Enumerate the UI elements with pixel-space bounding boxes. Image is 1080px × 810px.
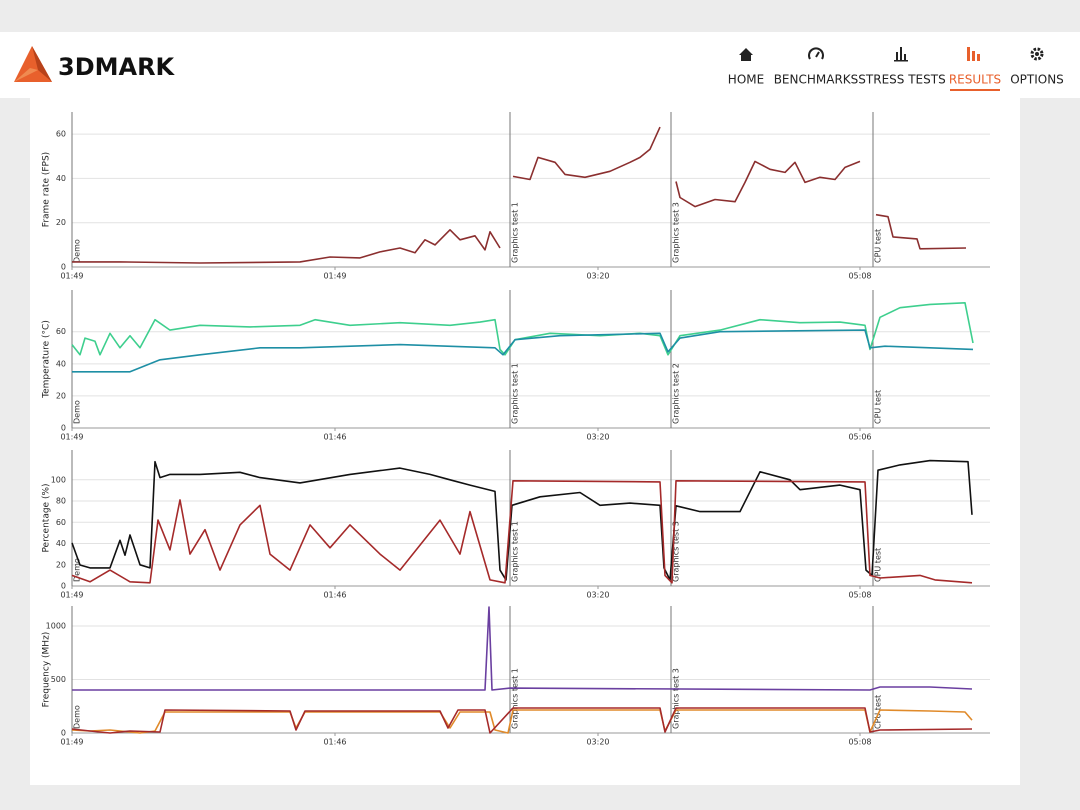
series-line [72, 606, 973, 691]
x-tick-label: 05:08 [848, 738, 871, 747]
section-label: Graphics test 1 [511, 521, 520, 582]
y-axis-label: Percentage (%) [42, 483, 52, 552]
section-label: CPU test [874, 548, 883, 582]
gauge-icon [815, 51, 820, 58]
y-tick-label: 40 [56, 359, 66, 368]
y-tick-label: 100 [51, 475, 66, 484]
section-label: CPU test [874, 229, 883, 263]
results-icon [967, 47, 980, 61]
x-tick-label: 05:06 [848, 433, 871, 442]
series-line [72, 126, 967, 264]
results-panel [30, 98, 1020, 785]
logo-text: 3DMARK [58, 53, 176, 81]
y-tick-label: 60 [56, 518, 66, 527]
y-tick-label: 80 [56, 497, 66, 506]
section-label: Graphics test 3 [672, 668, 681, 729]
y-tick-label: 60 [56, 130, 66, 139]
logo-mark [32, 46, 52, 82]
section-label: Graphics test 1 [511, 202, 520, 263]
y-tick-label: 0 [61, 263, 66, 272]
nav: HOME BENCHMARKS STRESS TESTS RESULTS OPTIONS [728, 73, 1064, 91]
y-tick-label: 20 [56, 218, 66, 227]
section-label: Demo [73, 239, 82, 263]
section-label: CPU test [874, 695, 883, 729]
options-icon [1030, 47, 1044, 61]
y-tick-label: 20 [56, 560, 66, 569]
y-tick-label: 500 [51, 675, 66, 684]
y-tick-label: 0 [61, 729, 66, 738]
section-label: Graphics test 3 [672, 521, 681, 582]
y-tick-label: 1000 [46, 622, 66, 631]
section-label: Graphics test 1 [511, 363, 520, 424]
x-tick-label: 03:20 [586, 591, 609, 600]
section-label: Graphics test 2 [672, 363, 681, 424]
x-tick-label: 05:08 [848, 272, 871, 281]
x-tick-label: 05:08 [848, 591, 871, 600]
logo[interactable]: 3DMARK [14, 46, 176, 82]
logo-mark [14, 68, 38, 82]
series-line [72, 329, 974, 373]
section-label: CPU test [874, 390, 883, 424]
x-tick-label: 01:46 [323, 591, 346, 600]
x-tick-label: 01:46 [323, 738, 346, 747]
y-tick-label: 40 [56, 539, 66, 548]
series-line [71, 707, 973, 734]
x-tick-label: 01:49 [60, 272, 83, 281]
gauge-icon [808, 47, 824, 60]
x-tick-label: 01:46 [323, 433, 346, 442]
y-tick-label: 20 [56, 391, 66, 400]
x-tick-label: 01:49 [60, 738, 83, 747]
nav-active-underline [950, 89, 1000, 91]
nav-item[interactable]: HOME [728, 73, 764, 87]
y-tick-label: 60 [56, 327, 66, 336]
section-label: Demo [73, 400, 82, 424]
y-axis-label: Frequency (MHz) [42, 632, 52, 708]
y-tick-label: 0 [61, 582, 66, 591]
x-tick-label: 03:20 [586, 738, 609, 747]
top-bar [0, 32, 1080, 98]
section-label: Demo [73, 558, 82, 582]
nav-item[interactable]: OPTIONS [1010, 73, 1064, 87]
y-tick-label: 0 [61, 424, 66, 433]
x-tick-label: 01:49 [60, 433, 83, 442]
nav-item[interactable]: BENCHMARKS [774, 73, 859, 87]
nav-item[interactable]: RESULTS [949, 73, 1001, 87]
series-line [71, 480, 973, 584]
nav-icons [739, 47, 1044, 62]
nav-item[interactable]: STRESS TESTS [858, 73, 945, 87]
x-tick-label: 03:20 [586, 272, 609, 281]
series-line [71, 459, 973, 581]
y-axis-label: Frame rate (FPS) [42, 152, 52, 227]
y-axis-label: Temperature (°C) [42, 320, 52, 399]
options-icon [1035, 52, 1039, 56]
section-label: Graphics test 3 [672, 202, 681, 263]
section-label: Graphics test 1 [511, 668, 520, 729]
x-tick-label: 03:20 [586, 433, 609, 442]
home-icon [739, 48, 753, 61]
stress-icon [894, 47, 908, 62]
x-tick-label: 01:49 [60, 591, 83, 600]
section-label: Demo [73, 705, 82, 729]
series-line [71, 302, 974, 356]
y-tick-label: 40 [56, 174, 66, 183]
series-line [71, 709, 973, 734]
x-tick-label: 01:49 [323, 272, 346, 281]
